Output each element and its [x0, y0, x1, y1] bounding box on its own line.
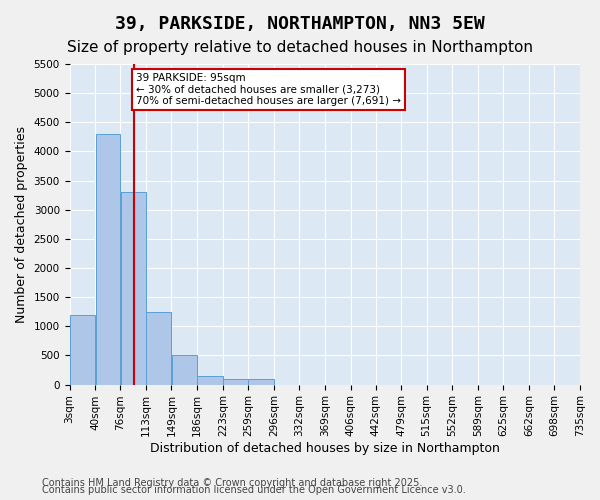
Bar [172, 356, 197, 384]
X-axis label: Distribution of detached houses by size in Northampton: Distribution of detached houses by size … [150, 442, 500, 455]
Bar [146, 312, 171, 384]
Y-axis label: Number of detached properties: Number of detached properties [15, 126, 28, 323]
Text: 39, PARKSIDE, NORTHAMPTON, NN3 5EW: 39, PARKSIDE, NORTHAMPTON, NN3 5EW [115, 15, 485, 33]
Bar [95, 134, 120, 384]
Bar [70, 314, 95, 384]
Text: Contains public sector information licensed under the Open Government Licence v3: Contains public sector information licen… [42, 485, 466, 495]
Bar [223, 379, 248, 384]
Bar [248, 379, 274, 384]
Bar [197, 376, 223, 384]
Bar [121, 192, 146, 384]
Text: Contains HM Land Registry data © Crown copyright and database right 2025.: Contains HM Land Registry data © Crown c… [42, 478, 422, 488]
Text: Size of property relative to detached houses in Northampton: Size of property relative to detached ho… [67, 40, 533, 55]
Text: 39 PARKSIDE: 95sqm
← 30% of detached houses are smaller (3,273)
70% of semi-deta: 39 PARKSIDE: 95sqm ← 30% of detached hou… [136, 72, 401, 106]
